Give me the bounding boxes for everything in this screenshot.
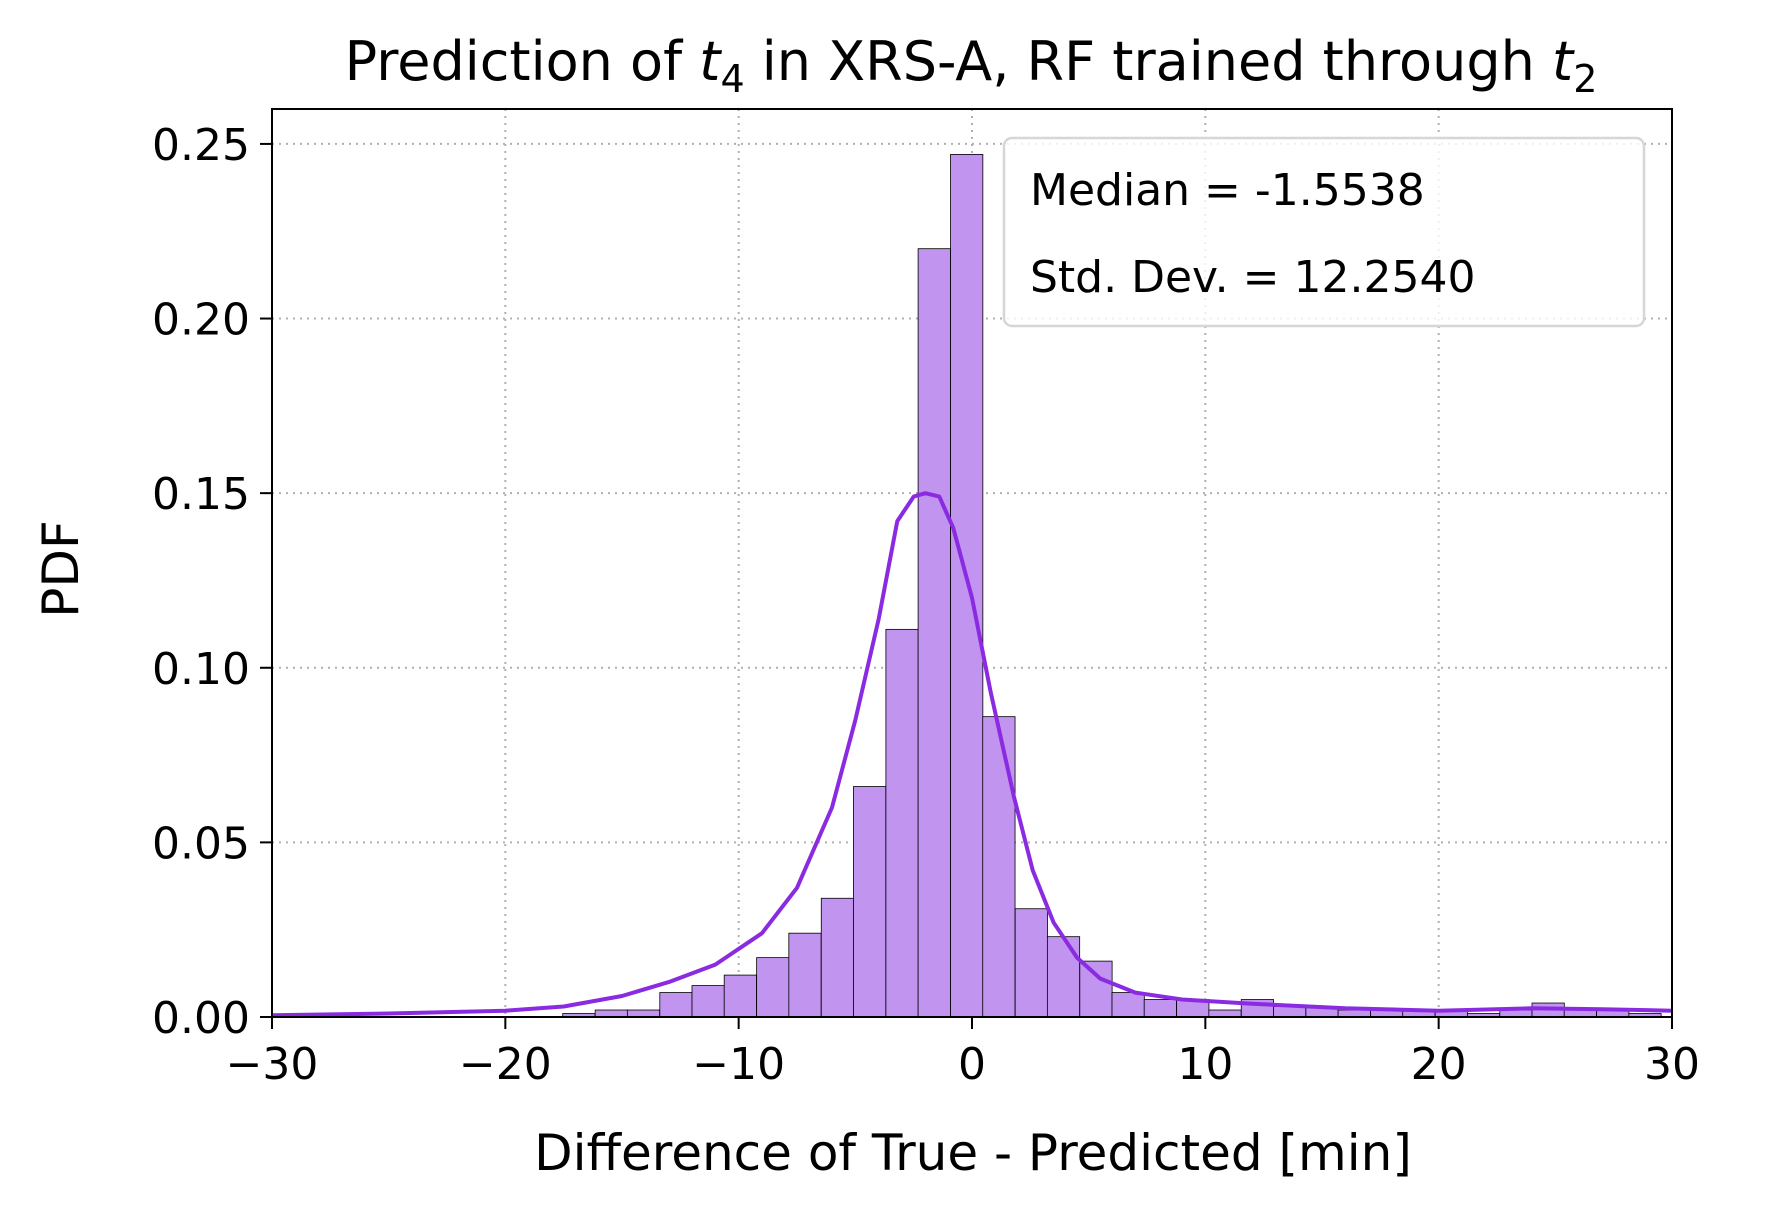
y-tick-label: 0.05 — [152, 818, 250, 869]
histogram-bar — [1337, 1009, 1371, 1018]
chart-title: Prediction of t4 in XRS-A, RF trained th… — [345, 30, 1598, 101]
histogram-bar — [626, 1009, 661, 1018]
histogram-bar — [885, 628, 919, 1018]
histogram-bar — [1046, 936, 1081, 1018]
legend-median-text: Median = -1.5538 — [1030, 165, 1425, 216]
histogram-bar — [853, 786, 887, 1018]
histogram-bar — [659, 992, 693, 1018]
histogram-bar — [982, 716, 1016, 1018]
histogram-bars — [562, 153, 1662, 1018]
histogram-bar — [723, 974, 757, 1018]
x-tick-label: 30 — [1644, 1039, 1700, 1090]
x-axis-ticks: −30 −20 −10 0 10 20 30 — [226, 1017, 1700, 1090]
histogram-bar — [1111, 992, 1145, 1018]
x-tick-label: 20 — [1411, 1039, 1467, 1090]
y-axis-title: PDF — [32, 520, 90, 617]
x-tick-label: −30 — [226, 1039, 319, 1090]
y-axis-ticks: 0.00 0.05 0.10 0.15 0.20 0.25 — [152, 120, 272, 1044]
y-tick-label: 0.15 — [152, 469, 250, 520]
histogram-bar — [917, 248, 951, 1018]
histogram-bar — [594, 1009, 628, 1018]
x-tick-label: −20 — [459, 1039, 552, 1090]
histogram-bar — [820, 897, 854, 1018]
y-tick-label: 0.25 — [152, 120, 250, 171]
histogram-bar — [1079, 960, 1113, 1018]
x-axis-title: Difference of True - Predicted [min] — [534, 1124, 1412, 1182]
x-tick-label: 0 — [958, 1039, 986, 1090]
x-tick-label: 10 — [1177, 1039, 1233, 1090]
kde-curve — [271, 491, 1673, 1018]
histogram-bar — [788, 932, 822, 1018]
y-tick-label: 0.10 — [152, 644, 250, 695]
legend-box: Median = -1.5538 Std. Dev. = 12.2540 — [1002, 136, 1646, 328]
y-tick-label: 0.20 — [152, 295, 250, 346]
histogram-bar — [756, 957, 790, 1018]
histogram-bar — [1014, 908, 1048, 1018]
histogram-bar — [691, 985, 725, 1018]
histogram-bar — [1499, 1009, 1533, 1018]
y-tick-label: 0.00 — [152, 993, 250, 1044]
kde-curve-group — [271, 491, 1673, 1018]
histogram-bar — [1143, 999, 1177, 1018]
histogram-bar — [1208, 1009, 1242, 1018]
x-tick-label: −10 — [692, 1039, 785, 1090]
legend-frame — [1002, 136, 1646, 328]
legend-std-dev-text: Std. Dev. = 12.2540 — [1030, 252, 1475, 303]
